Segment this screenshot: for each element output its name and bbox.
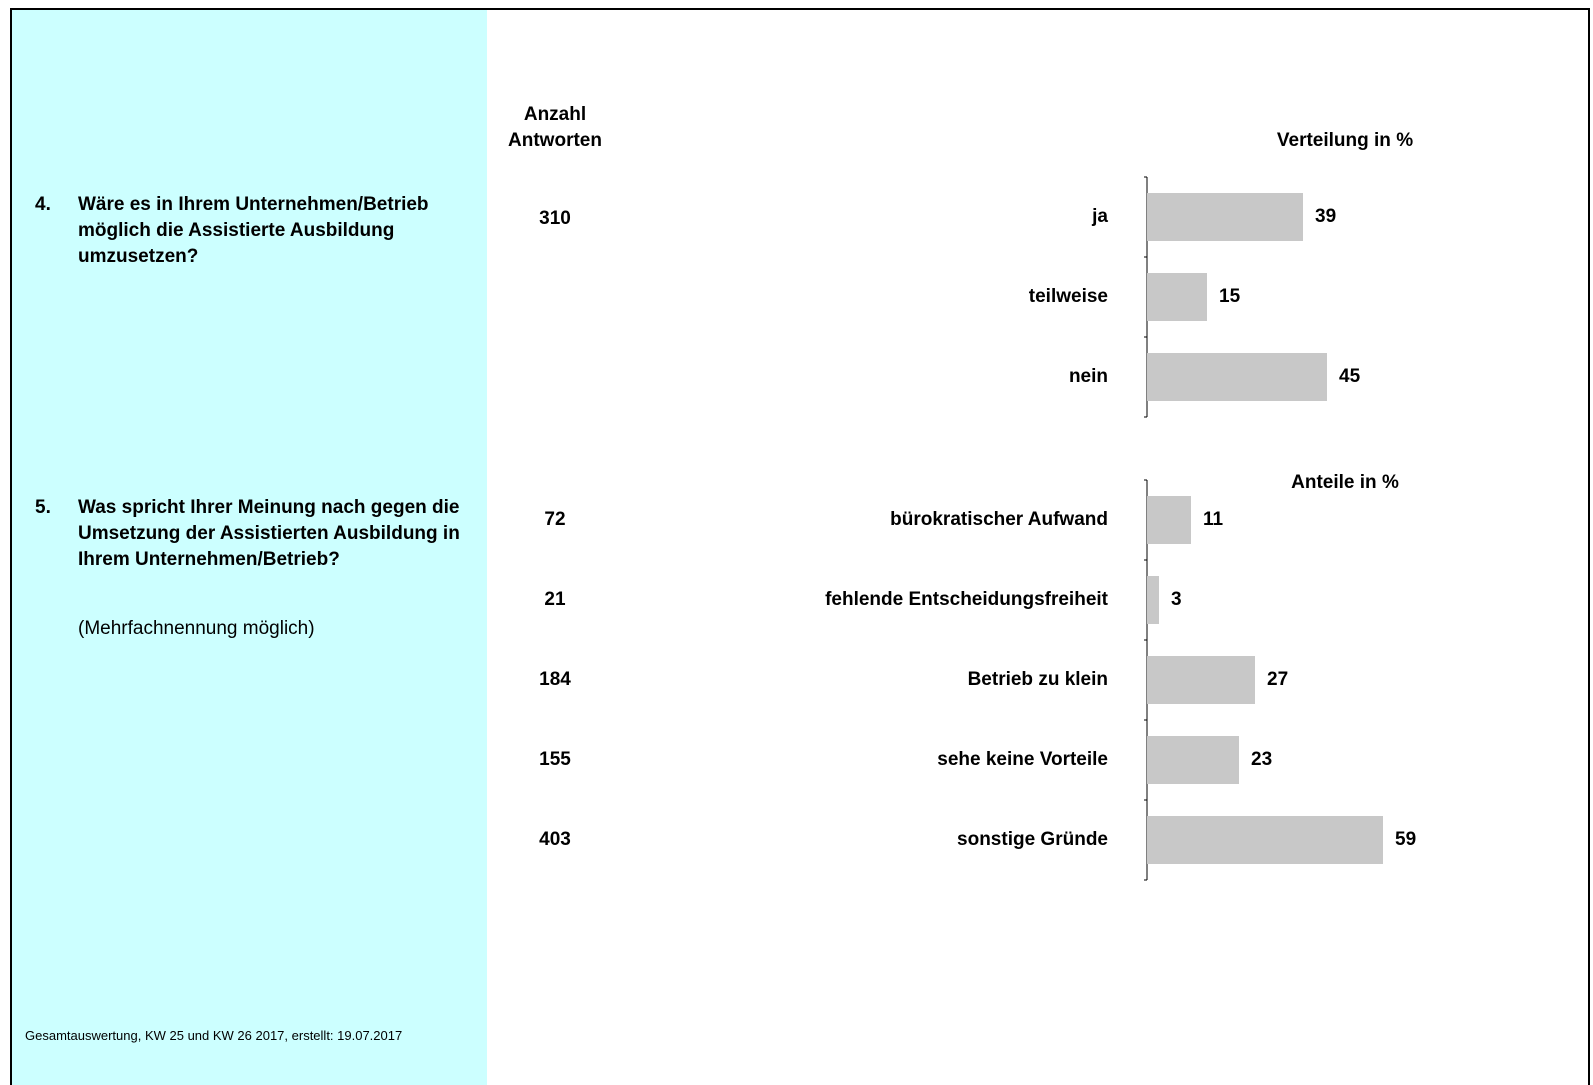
count: 155 xyxy=(539,749,571,770)
chart-title: Anteile in % xyxy=(1291,472,1399,493)
category-label: teilweise xyxy=(1029,286,1108,307)
value-label: 59 xyxy=(1395,829,1416,850)
category-label: sehe keine Vorteile xyxy=(937,749,1108,770)
value-label: 23 xyxy=(1251,749,1272,770)
bar xyxy=(1147,736,1239,784)
bar xyxy=(1147,273,1207,321)
count: 184 xyxy=(539,669,571,690)
question-text: Was spricht Ihrer Meinung nach gegen die… xyxy=(78,497,460,570)
value-label: 39 xyxy=(1315,206,1336,227)
bar xyxy=(1147,576,1159,624)
count: 310 xyxy=(539,208,571,229)
question-number: 5. xyxy=(35,497,51,518)
footer: Gesamtauswertung, KW 25 und KW 26 2017, … xyxy=(25,1028,403,1043)
category-label: fehlende Entscheidungsfreiheit xyxy=(825,589,1109,610)
bar xyxy=(1147,656,1255,704)
value-label: 45 xyxy=(1339,366,1361,387)
chart-title: Verteilung in % xyxy=(1277,130,1413,151)
category-label: ja xyxy=(1091,206,1108,227)
count: 21 xyxy=(544,589,566,610)
category-label: sonstige Gründe xyxy=(957,829,1108,850)
category-label: Betrieb zu klein xyxy=(968,669,1108,690)
question-number: 4. xyxy=(35,194,51,215)
value-label: 15 xyxy=(1219,286,1241,307)
count: 403 xyxy=(539,829,571,850)
value-label: 3 xyxy=(1171,589,1182,610)
count: 72 xyxy=(544,509,565,530)
category-label: bürokratischer Aufwand xyxy=(890,509,1108,530)
frame xyxy=(10,8,1590,1085)
question-text: Wäre es in Ihrem Unternehmen/Betrieb mög… xyxy=(78,194,429,267)
bar xyxy=(1147,353,1327,401)
value-label: 27 xyxy=(1267,669,1288,690)
value-label: 11 xyxy=(1203,509,1224,530)
bar xyxy=(1147,193,1303,241)
question-panel xyxy=(12,10,487,1085)
category-label: nein xyxy=(1069,366,1108,387)
question-note: (Mehrfachnennung möglich) xyxy=(78,618,315,639)
bar xyxy=(1147,496,1191,544)
count-header: Anzahl Antworten xyxy=(508,104,602,151)
bar xyxy=(1147,816,1383,864)
